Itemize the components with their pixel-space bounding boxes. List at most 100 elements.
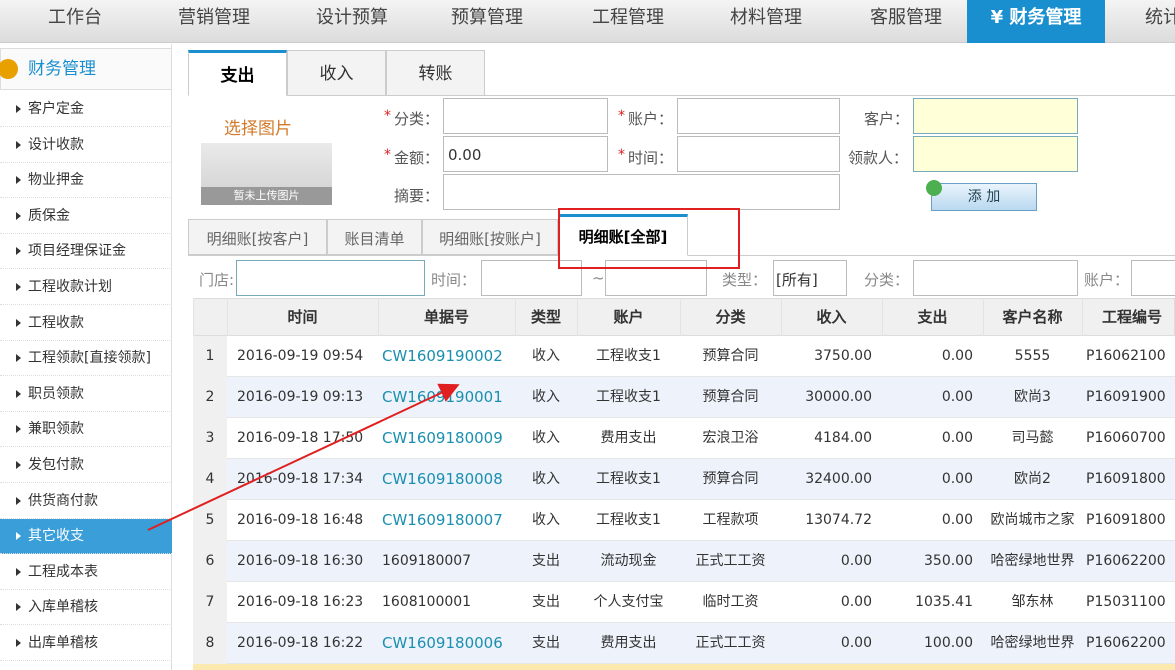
- table-cell: P16062100: [1086, 348, 1166, 364]
- sidebar-item[interactable]: 工程收款计划: [0, 270, 170, 305]
- required-mark: *: [384, 108, 391, 124]
- table-cell: 1035.41: [915, 594, 973, 610]
- field-label: 账户：: [628, 110, 674, 128]
- select[interactable]: [677, 98, 840, 134]
- subtab[interactable]: 账目清单: [327, 219, 422, 255]
- subtab[interactable]: 明细账[按账户]: [422, 219, 558, 255]
- field-label: 分类：: [394, 110, 440, 128]
- sidebar-item[interactable]: 供货商付款: [0, 484, 170, 519]
- filter-label: 门店:: [199, 271, 235, 289]
- select[interactable]: [443, 98, 608, 134]
- time-input[interactable]: [677, 136, 840, 172]
- table-cell: 1: [205, 348, 215, 364]
- table-cell: 0.00: [840, 635, 872, 651]
- store-select[interactable]: [236, 260, 425, 296]
- table-cell: P16062200: [1086, 553, 1166, 569]
- table-cell: 5555: [1014, 348, 1051, 364]
- table-row: [193, 582, 1175, 623]
- bullet: [16, 211, 21, 220]
- sidebar-item[interactable]: 发包付款: [0, 448, 170, 483]
- sidebar-item[interactable]: 项目经理保证金: [0, 234, 170, 270]
- nav-item[interactable]: ¥ 财务管理: [967, 0, 1105, 43]
- subtab[interactable]: 明细账[按客户]: [188, 219, 327, 255]
- table-cell: 2: [205, 389, 215, 405]
- sidebar-icon: [0, 59, 18, 79]
- category-select[interactable]: [913, 260, 1078, 296]
- table-cell: 工程收支1: [596, 471, 661, 487]
- table-cell: 0.00: [941, 430, 973, 446]
- sidebar-item[interactable]: 工程成本表: [0, 555, 170, 590]
- nav-item[interactable]: 营销管理: [178, 7, 250, 28]
- table-cell: 工程款项: [702, 512, 759, 528]
- type-select[interactable]: [所有]: [773, 260, 847, 296]
- nav-item[interactable]: 材料管理: [730, 7, 802, 28]
- bullet: [16, 247, 21, 256]
- table-cell: 7: [205, 594, 215, 610]
- account-select[interactable]: [1131, 260, 1175, 296]
- sidebar-item[interactable]: 设计收款: [0, 128, 170, 163]
- bullet: [16, 354, 21, 363]
- table-cell: 0.00: [840, 594, 872, 610]
- row-index-bg: [193, 541, 227, 582]
- tab[interactable]: 转账: [386, 50, 485, 96]
- column-header: 支出: [917, 308, 948, 326]
- nav-item[interactable]: 设计预算: [316, 7, 388, 28]
- table-cell: 6: [205, 553, 215, 569]
- doc-link[interactable]: CW1609180007: [382, 511, 503, 529]
- column-header: 类型: [530, 308, 561, 326]
- table-cell: 1609180007: [382, 553, 472, 569]
- table-cell: 3: [205, 430, 215, 446]
- filter-label: 账户：: [1084, 271, 1130, 289]
- sidebar-item[interactable]: 入库单稽核: [0, 590, 170, 626]
- sidebar-item[interactable]: 兼职领款: [0, 412, 170, 448]
- add-button[interactable]: 添 加: [931, 183, 1037, 211]
- table-cell: 5: [205, 512, 215, 528]
- table-cell: 收入: [532, 430, 560, 446]
- sidebar-item[interactable]: 客户定金: [0, 92, 170, 127]
- select[interactable]: [913, 98, 1078, 134]
- sidebar-item[interactable]: 其它收支: [0, 519, 172, 555]
- table-cell: 2016-09-18 16:48: [237, 512, 364, 528]
- sidebar-item[interactable]: 工程领款[直接领款]: [0, 341, 170, 377]
- amount-input[interactable]: 0.00: [443, 136, 608, 172]
- select[interactable]: [913, 136, 1078, 172]
- sidebar-title: 财务管理: [28, 59, 96, 79]
- table-cell: 支出: [532, 635, 560, 651]
- tab[interactable]: 收入: [287, 50, 386, 96]
- image-title: 选择图片: [224, 119, 292, 139]
- table-cell: P16091800: [1086, 471, 1166, 487]
- sidebar-item[interactable]: 物业押金: [0, 163, 170, 199]
- doc-link[interactable]: CW1609180008: [382, 470, 503, 488]
- nav-item[interactable]: 工作台: [48, 7, 102, 28]
- table-cell: 支出: [532, 594, 560, 610]
- tab[interactable]: 支出: [188, 50, 287, 96]
- doc-link[interactable]: CW1609190002: [382, 347, 503, 365]
- date-from[interactable]: [481, 260, 582, 296]
- sidebar-item[interactable]: 质保金: [0, 199, 170, 234]
- subtab[interactable]: 明细账[全部]: [558, 214, 688, 256]
- doc-link[interactable]: CW1609180009: [382, 429, 503, 447]
- date-to[interactable]: [605, 260, 707, 296]
- nav-item[interactable]: 统计: [1145, 7, 1175, 28]
- nav-item[interactable]: 预算管理: [451, 7, 523, 28]
- table-cell: 1608100001: [382, 594, 472, 610]
- table-row-partial: [193, 664, 1175, 670]
- bullet: [16, 603, 21, 612]
- sidebar-item[interactable]: 职员领款: [0, 377, 170, 412]
- table-cell: 司马懿: [1011, 430, 1054, 446]
- nav-item[interactable]: 客服管理: [870, 7, 942, 28]
- table-cell: 工程收支1: [596, 348, 661, 364]
- column-header: 客户名称: [1002, 308, 1063, 326]
- sidebar-item[interactable]: 出库单稽核: [0, 626, 170, 661]
- table-cell: 2016-09-19 09:13: [237, 389, 364, 405]
- nav-item[interactable]: 工程管理: [592, 7, 664, 28]
- table-cell: 费用支出: [600, 430, 657, 446]
- sidebar-item[interactable]: 工程收款: [0, 306, 170, 341]
- column-header: 分类: [715, 308, 746, 326]
- doc-link[interactable]: CW1609190001: [382, 388, 503, 406]
- bullet: [16, 639, 21, 647]
- amount-value: 0.00: [448, 146, 482, 164]
- doc-link[interactable]: CW1609180006: [382, 634, 503, 652]
- summary-input[interactable]: [443, 174, 840, 210]
